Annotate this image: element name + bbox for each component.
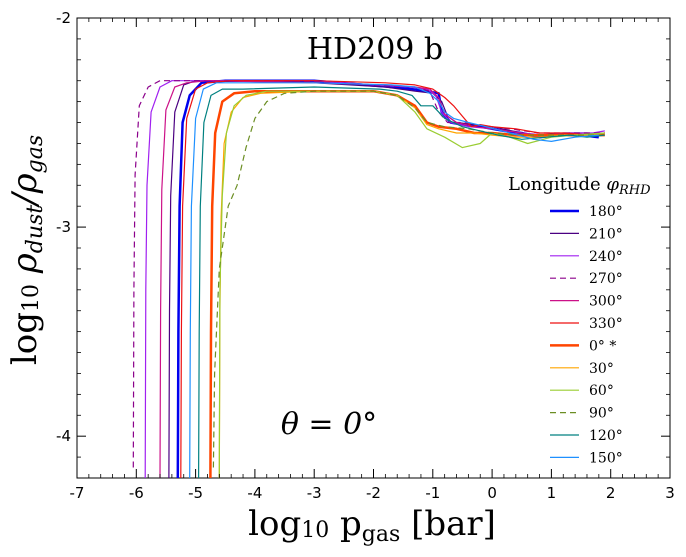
theta-annotation: θ = 0° <box>281 407 377 442</box>
legend-label-1: 210° <box>589 226 623 242</box>
series-group <box>132 79 605 479</box>
legend-label-2: 240° <box>589 249 623 265</box>
series-line-9 <box>212 90 605 468</box>
legend-title: Longitude φRHD <box>508 174 651 198</box>
x-tick-label: -6 <box>129 484 144 502</box>
legend-label-10: 120° <box>589 428 623 444</box>
legend-label-11: 150° <box>589 450 623 466</box>
plot-area: -7 -6 -5 -4 -3 -2 -1 0 1 2 3 -2 -3 -4 <box>56 9 675 502</box>
legend-label-3: 270° <box>589 271 623 287</box>
x-tick-label: -4 <box>247 484 262 502</box>
legend-entries: 180° 210° 240° 270° 300° 330° 0° * 30° 60° 90° 120… <box>550 204 623 466</box>
legend-label-5: 330° <box>589 316 623 332</box>
y-tick-label: -4 <box>56 427 71 445</box>
x-tick-label: -2 <box>366 484 381 502</box>
x-tick-label: -1 <box>425 484 440 502</box>
x-tick-label: -5 <box>188 484 203 502</box>
series-line-7 <box>218 90 605 479</box>
legend-label-4: 300° <box>589 294 623 310</box>
x-tick-label: 3 <box>665 484 675 502</box>
x-tick-label: 0 <box>487 484 497 502</box>
series-line-8 <box>218 90 605 479</box>
x-tick-label: 2 <box>606 484 616 502</box>
series-line-1 <box>168 80 602 479</box>
x-tick-label: 1 <box>547 484 557 502</box>
series-line-5 <box>180 80 605 479</box>
legend: Longitude φRHD 180° 210° 240° 270° 300° 330° 0… <box>508 174 651 466</box>
series-line-0 <box>176 79 599 479</box>
y-axis-label: log10 ρdust/ρgas <box>5 135 48 365</box>
legend-label-9: 90° <box>589 406 614 422</box>
x-tick-label: -7 <box>70 484 85 502</box>
legend-label-8: 60° <box>589 383 614 399</box>
legend-label-6: 0° * <box>589 338 616 354</box>
x-axis-label: log10 pgas [bar] <box>248 504 496 547</box>
ticks-group: -7 -6 -5 -4 -3 -2 -1 0 1 2 3 -2 -3 -4 <box>56 9 675 502</box>
legend-label-7: 30° <box>589 361 614 377</box>
series-line-6 <box>209 89 605 479</box>
series-line-11 <box>189 82 599 479</box>
series-line-10 <box>198 86 605 479</box>
chart-title: HD209 b <box>307 32 443 67</box>
legend-label-0: 180° <box>589 204 623 220</box>
y-tick-label: -2 <box>56 9 71 27</box>
y-tick-label: -3 <box>56 218 71 236</box>
x-tick-label: -3 <box>307 484 322 502</box>
